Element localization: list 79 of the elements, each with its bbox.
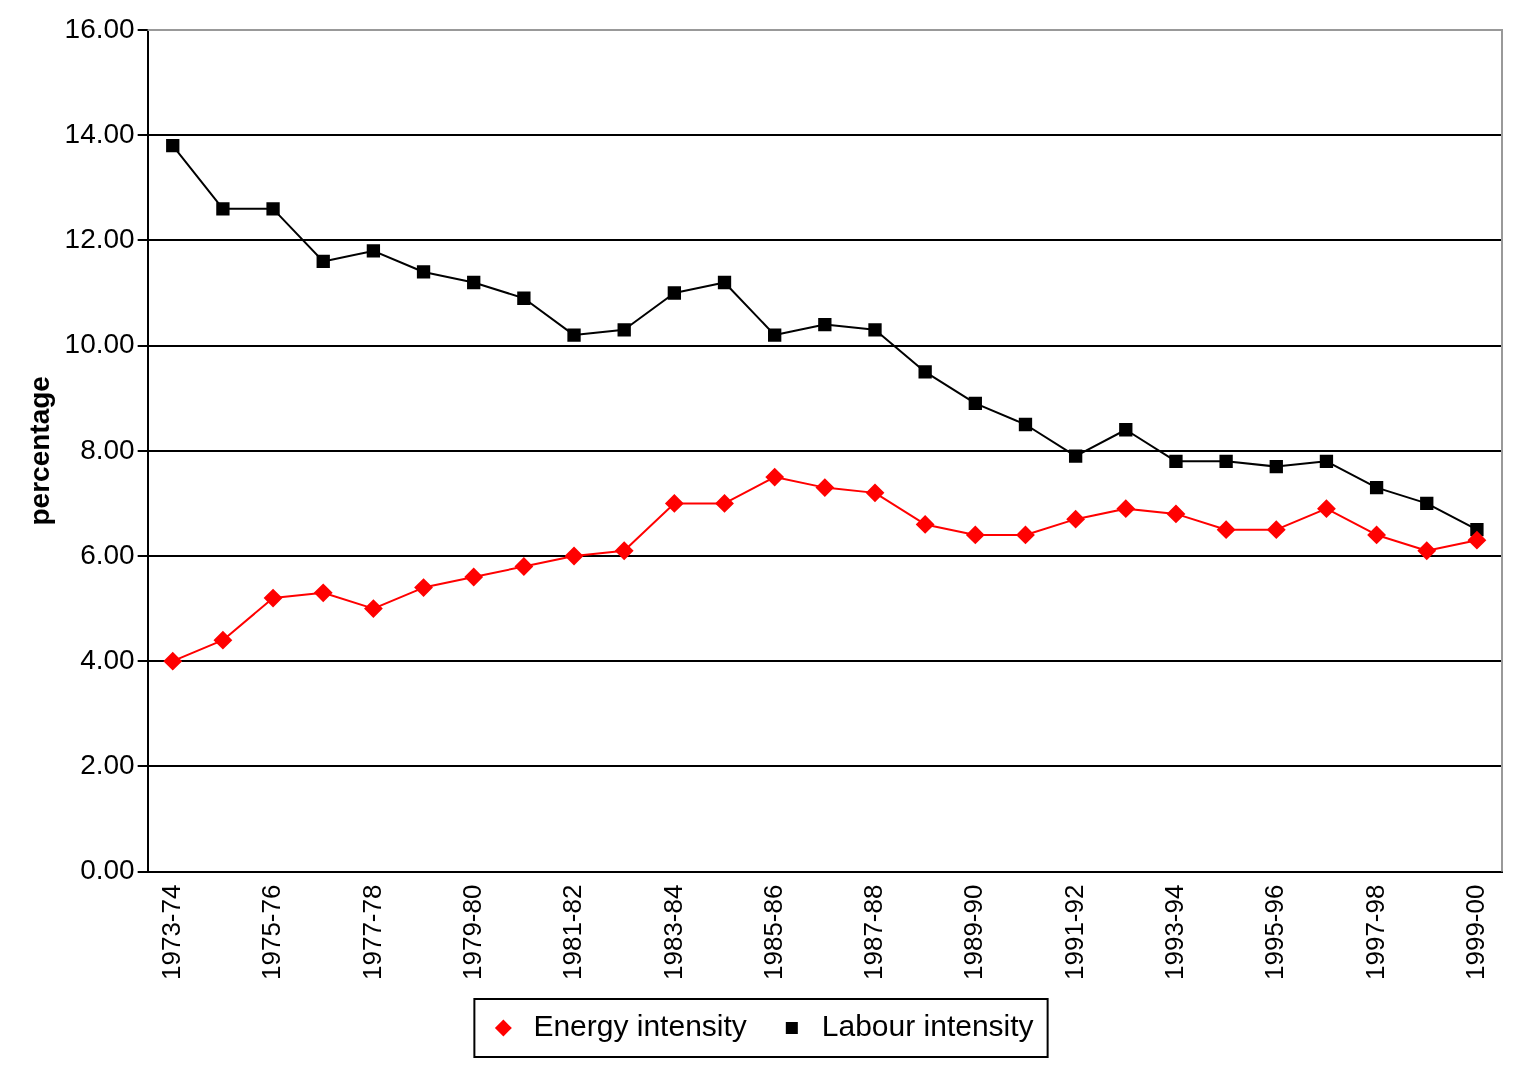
point — [1016, 525, 1035, 544]
x-tick-label: 1985-86 — [757, 884, 788, 980]
y-tick-label: 0.00 — [80, 854, 135, 886]
point — [416, 265, 431, 279]
point — [1169, 454, 1183, 468]
x-tick-label: 1987-88 — [858, 884, 889, 980]
y-tick-label: 4.00 — [80, 643, 135, 675]
y-tick-label: 16.00 — [64, 12, 135, 44]
x-tick-label: 1999-00 — [1460, 884, 1491, 980]
point — [715, 494, 734, 513]
point — [517, 291, 531, 305]
point — [1068, 449, 1083, 463]
point — [1018, 417, 1033, 432]
point — [1367, 525, 1386, 544]
point — [1119, 423, 1133, 437]
point — [314, 583, 333, 602]
x-tick-label: 1995-96 — [1259, 884, 1290, 980]
point — [1269, 459, 1283, 474]
point — [868, 323, 882, 337]
point — [765, 468, 784, 487]
x-tick-label: 1979-80 — [456, 884, 487, 980]
point — [366, 244, 381, 258]
point — [717, 275, 732, 290]
point — [918, 365, 932, 379]
point — [567, 328, 581, 342]
point — [166, 139, 180, 153]
y-tick-label: 12.00 — [64, 223, 135, 255]
point — [414, 578, 433, 597]
point — [1166, 504, 1185, 523]
point — [163, 652, 182, 671]
x-tick-label: 1993-94 — [1159, 884, 1190, 980]
point — [615, 541, 634, 560]
point — [1317, 499, 1336, 518]
point — [464, 568, 483, 587]
point — [1420, 496, 1434, 511]
point — [1116, 499, 1135, 518]
legend-label: Labour intensity — [821, 1009, 1034, 1043]
point — [815, 478, 834, 497]
point — [316, 254, 330, 269]
x-tick-label: 1997-98 — [1359, 884, 1390, 980]
x-tick-label: 1977-78 — [356, 884, 387, 980]
point — [213, 631, 232, 650]
y-tick-label: 6.00 — [80, 538, 135, 570]
x-tick-label: 1981-82 — [557, 884, 588, 980]
point — [866, 483, 884, 502]
y-tick-label: 8.00 — [80, 433, 135, 465]
point — [818, 317, 832, 332]
y-tick-label: 10.00 — [64, 328, 135, 360]
point — [364, 599, 383, 618]
point — [467, 275, 481, 290]
point — [966, 525, 985, 544]
point — [1319, 454, 1334, 468]
point — [1217, 520, 1236, 539]
point — [665, 494, 684, 513]
point — [916, 515, 935, 534]
point — [216, 202, 230, 216]
x-tick-label: 1975-76 — [256, 884, 287, 980]
point — [1066, 510, 1085, 529]
point — [1219, 454, 1233, 468]
point — [266, 202, 280, 216]
legend-label: Energy intensity — [533, 1009, 747, 1043]
point — [565, 546, 584, 565]
point — [1417, 541, 1436, 560]
point — [617, 323, 631, 337]
point — [667, 286, 682, 300]
point — [968, 396, 982, 411]
point — [514, 557, 533, 576]
x-tick-label: 1989-90 — [958, 884, 989, 980]
point — [1267, 520, 1286, 539]
x-tick-label: 1983-84 — [657, 884, 688, 980]
point — [768, 328, 782, 342]
y-tick-label: 2.00 — [80, 749, 135, 781]
point — [264, 589, 283, 608]
y-axis-title: percentage — [23, 376, 55, 526]
y-tick-label: 14.00 — [64, 117, 135, 149]
x-tick-label: 1973-74 — [155, 884, 186, 980]
point — [1467, 531, 1486, 550]
x-tick-label: 1991-92 — [1058, 884, 1089, 980]
point — [1369, 480, 1384, 495]
